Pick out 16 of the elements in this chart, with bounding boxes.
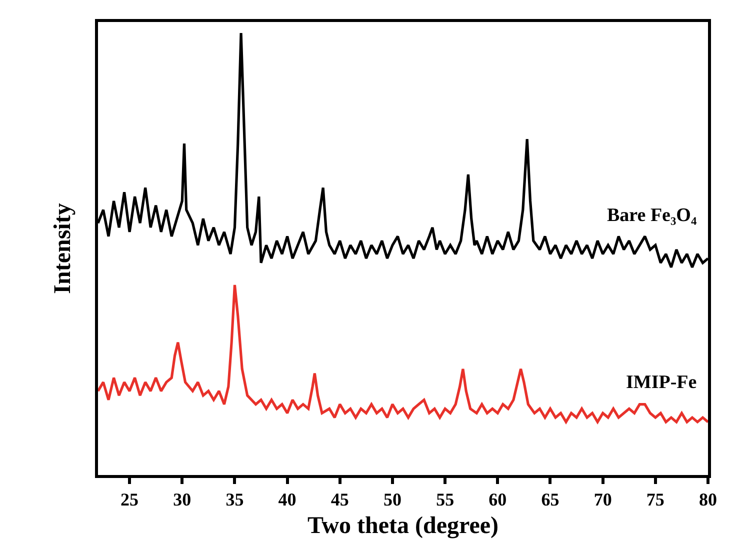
x-tick-label: 45 (330, 490, 349, 510)
x-tick-label: 40 (278, 490, 296, 510)
x-tick-label: 65 (541, 490, 560, 510)
series-label: Bare Fe₃O₄ (607, 205, 697, 226)
x-tick-label: 80 (699, 490, 717, 510)
x-tick-label: 55 (436, 490, 454, 510)
x-tick-label: 60 (488, 490, 507, 510)
x-tick-label: 50 (383, 490, 402, 510)
x-tick-label: 30 (173, 490, 192, 510)
x-tick-label: 25 (120, 490, 139, 510)
x-axis-title: Two theta (degree) (307, 512, 499, 539)
x-tick-label: 75 (646, 490, 664, 510)
x-tick-label: 70 (594, 490, 612, 510)
series-label: IMIP-Fe (626, 372, 697, 393)
x-tick-label: 35 (226, 490, 244, 510)
y-axis-title: Intensity (50, 203, 76, 294)
